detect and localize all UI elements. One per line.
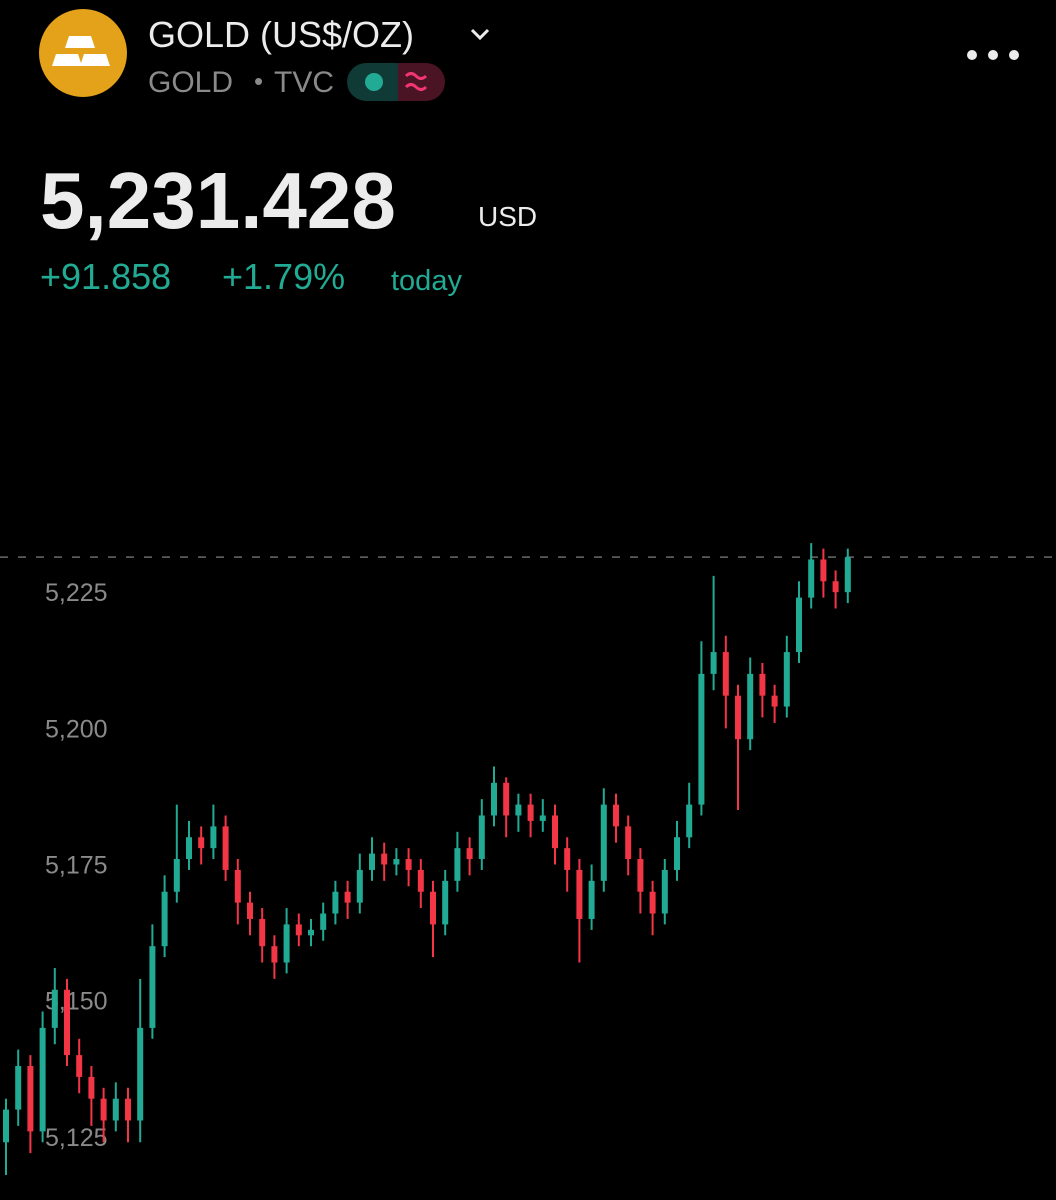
y-tick-label: 5,225 <box>45 579 108 607</box>
candle-body <box>796 597 802 653</box>
candle-body <box>356 869 363 903</box>
change: +91.858 <box>40 256 171 297</box>
candle-body <box>369 853 375 870</box>
candle-body <box>649 891 656 914</box>
candle-body <box>3 1109 9 1143</box>
symbol-title[interactable]: GOLD (US$/OZ) <box>148 14 414 55</box>
candle-body <box>393 859 400 865</box>
candle-body <box>100 1098 107 1121</box>
candle-body <box>149 946 156 1028</box>
candle-body <box>161 891 168 947</box>
candle-body <box>15 1066 22 1110</box>
candle-body <box>820 559 827 582</box>
logo <box>39 9 127 97</box>
candle-body <box>186 837 192 860</box>
candle-body <box>478 815 485 860</box>
candle-body <box>234 869 241 903</box>
candle-body <box>771 695 778 707</box>
dropdown-icon[interactable] <box>470 28 490 41</box>
candle-body <box>332 891 339 914</box>
status-badge <box>347 63 445 101</box>
period: today <box>391 265 462 297</box>
candle-body <box>271 946 278 963</box>
candle-body <box>686 804 693 838</box>
candle-body <box>295 924 302 936</box>
candle-body <box>613 804 619 827</box>
candle-body <box>381 853 388 865</box>
candle-body <box>76 1055 83 1077</box>
candle-body <box>222 826 229 870</box>
candle-body <box>637 859 644 892</box>
candle-body <box>27 1066 34 1132</box>
candle-body <box>625 826 632 860</box>
candle-body <box>247 902 253 919</box>
candle-body <box>344 891 351 903</box>
candle-body <box>125 1098 131 1121</box>
candle-body <box>661 869 668 914</box>
candle-body <box>51 989 58 1028</box>
candle-body <box>210 826 217 849</box>
candle-body <box>137 1027 144 1121</box>
candle-body <box>552 815 558 849</box>
candle-body <box>564 848 571 870</box>
change-percent: +1.79% <box>222 256 345 297</box>
candle-body <box>430 891 436 925</box>
candle-body <box>515 804 522 816</box>
candle-body <box>259 918 266 947</box>
candle-body <box>466 848 473 860</box>
candle-body <box>747 673 754 740</box>
candle-body <box>442 880 449 925</box>
candle-body <box>808 559 815 598</box>
candle-body <box>173 859 180 892</box>
currency: USD <box>478 201 537 232</box>
exchange: TVC <box>274 66 334 99</box>
candle-body <box>308 929 314 936</box>
candle-body <box>417 869 424 892</box>
candle-body <box>64 989 70 1056</box>
candle-body <box>698 673 705 805</box>
candle-body <box>674 837 680 870</box>
candle-body <box>405 859 412 870</box>
candle-body <box>491 782 497 816</box>
candle-body <box>539 815 546 821</box>
candle-body <box>759 673 766 696</box>
candle-body <box>88 1076 95 1099</box>
y-tick-label: 5,175 <box>45 851 108 879</box>
y-tick-label: 5,200 <box>45 715 108 743</box>
candle-body <box>735 695 741 740</box>
candle-body <box>283 924 290 963</box>
candle-body <box>576 869 583 919</box>
candle-body <box>39 1027 46 1132</box>
candle-body <box>783 652 790 707</box>
candle-body <box>844 557 851 593</box>
y-tick-label: 5,125 <box>45 1124 108 1152</box>
price: 5,231.428 <box>40 156 396 245</box>
symbol: GOLD <box>148 66 233 99</box>
candle-body <box>454 848 461 881</box>
candle-body <box>832 581 839 593</box>
candle-body <box>198 837 205 849</box>
separator: • <box>254 66 263 96</box>
candle-body <box>588 880 595 919</box>
candle-body <box>527 804 534 821</box>
candle-body <box>503 782 510 816</box>
candle-body <box>722 652 729 696</box>
candle-body <box>600 804 607 881</box>
more-menu[interactable] <box>967 50 1019 60</box>
candle-body <box>112 1098 119 1121</box>
candle-body <box>320 913 327 930</box>
candle-body <box>710 652 717 674</box>
